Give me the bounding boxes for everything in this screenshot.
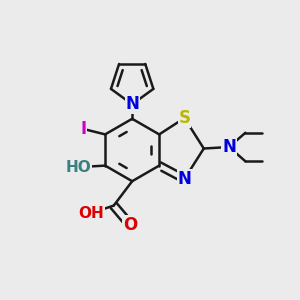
Text: HO: HO xyxy=(66,160,92,175)
Text: OH: OH xyxy=(79,206,104,220)
Text: N: N xyxy=(222,138,236,156)
Text: O: O xyxy=(123,216,137,234)
Text: N: N xyxy=(178,170,191,188)
Text: S: S xyxy=(178,109,190,127)
Text: I: I xyxy=(81,120,87,138)
Text: N: N xyxy=(125,95,139,113)
